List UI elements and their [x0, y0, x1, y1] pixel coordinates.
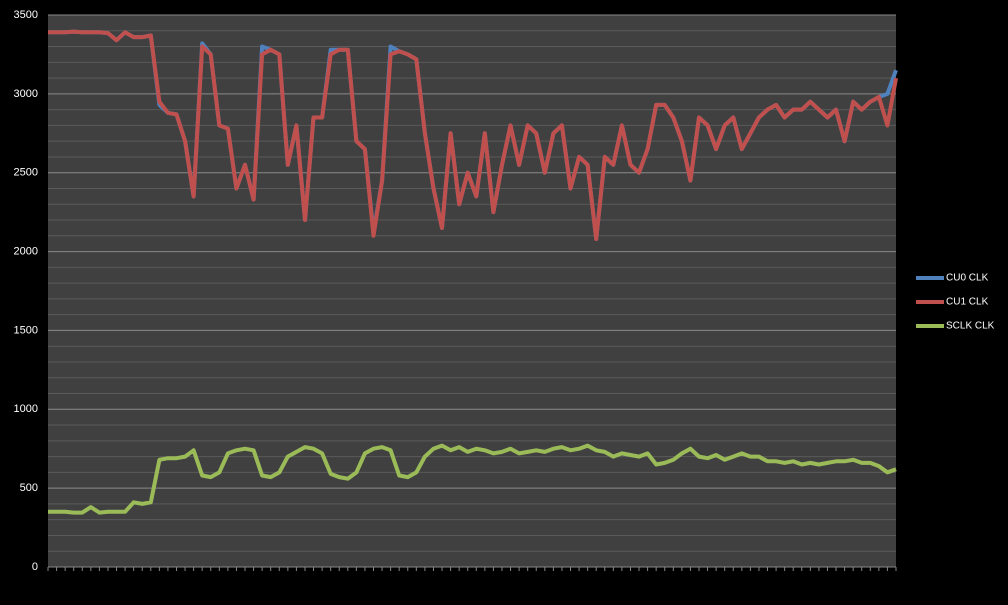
- legend-label: SCLK CLK: [946, 321, 995, 332]
- series-line: [48, 29, 898, 241]
- legend-label: CU1 CLK: [946, 297, 989, 308]
- y-tick-label: 0: [32, 561, 38, 573]
- y-tick-label: 500: [20, 482, 38, 494]
- y-tick-label: 1500: [14, 324, 38, 336]
- legend-label: CU0 CLK: [946, 273, 989, 284]
- y-tick-label: 2000: [14, 245, 38, 257]
- y-tick-label: 1000: [14, 403, 38, 415]
- y-tick-label: 3500: [14, 9, 38, 21]
- y-tick-label: 2500: [14, 167, 38, 179]
- series-line: [48, 443, 897, 515]
- y-tick-label: 3000: [14, 88, 38, 100]
- plot-area: [48, 15, 896, 567]
